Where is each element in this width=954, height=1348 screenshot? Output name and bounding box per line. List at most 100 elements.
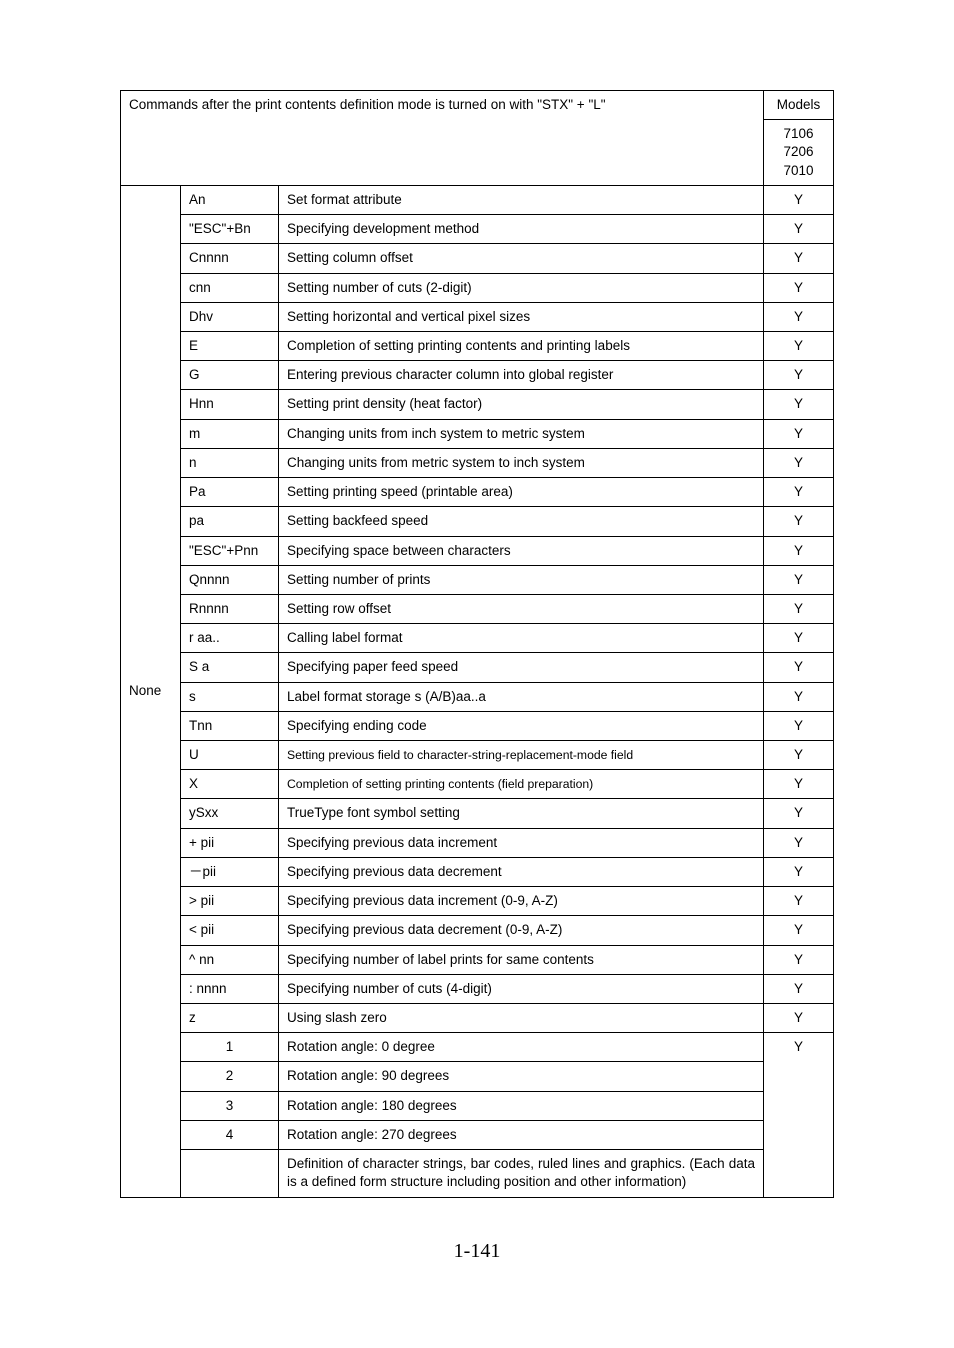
command-cell: Rnnnn xyxy=(181,594,279,623)
model-cell: Y xyxy=(764,624,834,653)
description-cell: Setting printing speed (printable area) xyxy=(279,478,764,507)
table-row: Definition of character strings, bar cod… xyxy=(121,1150,834,1197)
table-row: r aa..Calling label formatY xyxy=(121,624,834,653)
command-cell: 2 xyxy=(181,1062,279,1091)
command-cell: Hnn xyxy=(181,390,279,419)
command-cell: An xyxy=(181,185,279,214)
command-cell: s xyxy=(181,682,279,711)
description-cell: Calling label format xyxy=(279,624,764,653)
table-row: TnnSpecifying ending codeY xyxy=(121,711,834,740)
models-numbers: 7106 7206 7010 xyxy=(764,120,834,186)
table-row: QnnnnSetting number of printsY xyxy=(121,565,834,594)
description-cell: Setting previous field to character-stri… xyxy=(279,741,764,770)
table-row: USetting previous field to character-str… xyxy=(121,741,834,770)
description-cell: Specifying previous data decrement (0-9,… xyxy=(279,916,764,945)
table-row: ySxxTrueType font symbol settingY xyxy=(121,799,834,828)
command-cell: 3 xyxy=(181,1091,279,1120)
command-cell: > pii xyxy=(181,887,279,916)
table-row: NoneAnSet format attributeY xyxy=(121,185,834,214)
model-cell: Y xyxy=(764,945,834,974)
description-cell: Setting number of cuts (2-digit) xyxy=(279,273,764,302)
table-row: < piiSpecifying previous data decrement … xyxy=(121,916,834,945)
command-cell: Cnnnn xyxy=(181,244,279,273)
table-row: ^ nnSpecifying number of label prints fo… xyxy=(121,945,834,974)
table-row: sLabel format storage s (A/B)aa..aY xyxy=(121,682,834,711)
model-cell: Y xyxy=(764,682,834,711)
table-row: XCompletion of setting printing contents… xyxy=(121,770,834,799)
command-cell: pa xyxy=(181,507,279,536)
table-row: CnnnnSetting column offsetY xyxy=(121,244,834,273)
model-cell: Y xyxy=(764,244,834,273)
description-cell: Specifying development method xyxy=(279,215,764,244)
model-cell: Y xyxy=(764,390,834,419)
description-cell: Changing units from metric system to inc… xyxy=(279,448,764,477)
model-cell: Y xyxy=(764,1004,834,1033)
table-row: : nnnnSpecifying number of cuts (4-digit… xyxy=(121,974,834,1003)
command-cell: Qnnnn xyxy=(181,565,279,594)
command-cell: r aa.. xyxy=(181,624,279,653)
description-cell: Specifying paper feed speed xyxy=(279,653,764,682)
model-cell: Y xyxy=(764,711,834,740)
model-cell: Y xyxy=(764,361,834,390)
table-row: mChanging units from inch system to metr… xyxy=(121,419,834,448)
command-cell: ySxx xyxy=(181,799,279,828)
command-cell: U xyxy=(181,741,279,770)
command-cell: Pa xyxy=(181,478,279,507)
command-cell: 1 xyxy=(181,1033,279,1062)
model-cell: Y xyxy=(764,215,834,244)
description-cell: Rotation angle: 270 degrees xyxy=(279,1120,764,1149)
models-header: Models xyxy=(764,91,834,120)
description-cell: Entering previous character column into … xyxy=(279,361,764,390)
model-cell: Y xyxy=(764,536,834,565)
command-cell: z xyxy=(181,1004,279,1033)
model-cell: Y xyxy=(764,828,834,857)
description-cell: Definition of character strings, bar cod… xyxy=(279,1150,764,1197)
table-row: "ESC"+BnSpecifying development methodY xyxy=(121,215,834,244)
table-row: HnnSetting print density (heat factor)Y xyxy=(121,390,834,419)
description-cell: Completion of setting printing contents … xyxy=(279,331,764,360)
description-cell: Specifying previous data increment xyxy=(279,828,764,857)
model-cell: Y xyxy=(764,302,834,331)
description-cell: Setting column offset xyxy=(279,244,764,273)
table-row: －piiSpecifying previous data decrementY xyxy=(121,857,834,886)
table-row: GEntering previous character column into… xyxy=(121,361,834,390)
table-row: nChanging units from metric system to in… xyxy=(121,448,834,477)
header-row: Commands after the print contents defini… xyxy=(121,91,834,120)
model-cell: Y xyxy=(764,653,834,682)
command-cell: 4 xyxy=(181,1120,279,1149)
command-cell: Tnn xyxy=(181,711,279,740)
description-cell: Specifying previous data decrement xyxy=(279,857,764,886)
table-row: 1Rotation angle: 0 degreeY xyxy=(121,1033,834,1062)
command-cell: cnn xyxy=(181,273,279,302)
model-cell: Y xyxy=(764,974,834,1003)
level-cell: None xyxy=(121,185,181,1197)
command-cell: : nnnn xyxy=(181,974,279,1003)
description-cell: Specifying ending code xyxy=(279,711,764,740)
model-cell: Y xyxy=(764,770,834,799)
command-cell: S a xyxy=(181,653,279,682)
model-cell: Y xyxy=(764,419,834,448)
model-cell: Y xyxy=(764,857,834,886)
model-cell: Y xyxy=(764,741,834,770)
table-row: S aSpecifying paper feed speedY xyxy=(121,653,834,682)
command-cell: n xyxy=(181,448,279,477)
description-cell: Specifying previous data increment (0-9,… xyxy=(279,887,764,916)
command-cell: m xyxy=(181,419,279,448)
model-cell: Y xyxy=(764,185,834,214)
description-cell: Setting print density (heat factor) xyxy=(279,390,764,419)
table-row: + piiSpecifying previous data incrementY xyxy=(121,828,834,857)
table-row: ECompletion of setting printing contents… xyxy=(121,331,834,360)
description-cell: TrueType font symbol setting xyxy=(279,799,764,828)
description-cell: Completion of setting printing contents … xyxy=(279,770,764,799)
table-row: RnnnnSetting row offsetY xyxy=(121,594,834,623)
page-number: 1-141 xyxy=(120,1240,834,1263)
table-row: zUsing slash zeroY xyxy=(121,1004,834,1033)
model-cell: Y xyxy=(764,1033,834,1197)
description-cell: Specifying number of cuts (4-digit) xyxy=(279,974,764,1003)
table-row: 2Rotation angle: 90 degrees xyxy=(121,1062,834,1091)
description-cell: Specifying space between characters xyxy=(279,536,764,565)
command-cell: < pii xyxy=(181,916,279,945)
command-cell: "ESC"+Bn xyxy=(181,215,279,244)
command-cell xyxy=(181,1150,279,1197)
model-cell: Y xyxy=(764,565,834,594)
